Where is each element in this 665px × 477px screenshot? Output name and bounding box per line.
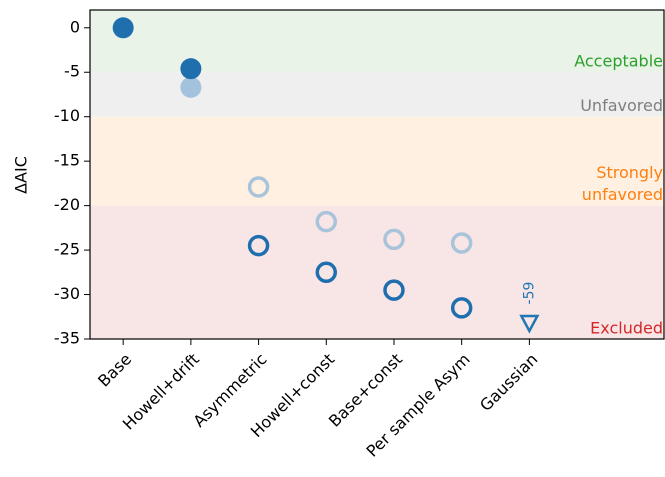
point [247, 234, 270, 257]
point [180, 58, 202, 80]
region [90, 72, 664, 117]
region-label: Excluded [590, 319, 663, 338]
region-label: Strongly [596, 163, 663, 182]
x-tick-label: Base [94, 350, 135, 391]
y-tick-label: -10 [54, 106, 80, 125]
region-label: Acceptable [574, 52, 663, 71]
point [112, 17, 134, 39]
y-tick-label: -20 [54, 195, 80, 214]
region [90, 116, 664, 206]
value-label: -59 [521, 282, 537, 305]
y-tick-label: 0 [70, 17, 80, 36]
y-tick-label: -35 [54, 329, 80, 348]
point [180, 76, 202, 98]
point [450, 297, 473, 319]
y-tick-label: -5 [64, 62, 80, 81]
region-label: Unfavored [580, 96, 663, 115]
point [450, 232, 473, 254]
point [383, 228, 405, 251]
y-tick-label: -15 [54, 151, 80, 170]
point [315, 261, 338, 284]
off-scale-marker [519, 314, 540, 334]
y-tick-label: -25 [54, 240, 80, 259]
y-tick-label: -30 [54, 284, 80, 303]
region [90, 205, 664, 339]
point [383, 279, 405, 301]
region-label: unfavored [582, 185, 663, 204]
point [247, 176, 270, 198]
plot-frame [89, 9, 665, 340]
point [315, 210, 338, 233]
x-tick-label: Gaussian [476, 350, 541, 415]
y-axis-label: ΔAIC [12, 156, 31, 194]
